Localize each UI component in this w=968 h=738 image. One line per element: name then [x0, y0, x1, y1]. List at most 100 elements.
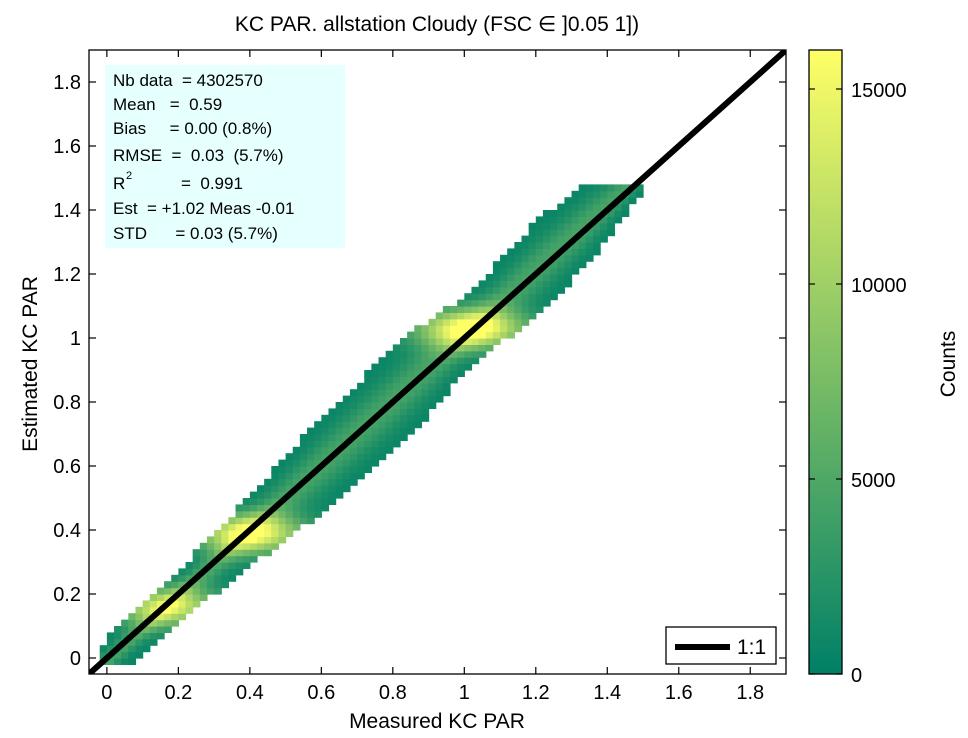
heatmap-cell: [492, 318, 501, 326]
heatmap-cell: [335, 434, 344, 441]
colorbar-tick-label: 0: [851, 665, 862, 687]
heatmap-cell: [471, 306, 480, 313]
heatmap-cell: [385, 363, 394, 371]
heatmap-cell: [235, 542, 244, 550]
heatmap-cell: [414, 363, 423, 371]
stat-fit: Est = +1.02 Meas -0.01: [113, 199, 294, 218]
heatmap-cell: [385, 395, 394, 403]
heatmap-cell: [428, 344, 437, 352]
heatmap-cell: [271, 498, 280, 505]
heatmap-cell: [342, 427, 351, 435]
heatmap-cell: [407, 427, 415, 435]
heatmap-cell: [407, 376, 415, 384]
heatmap-cell: [464, 363, 473, 371]
heatmap-cell: [528, 222, 537, 230]
heatmap-cell: [342, 434, 351, 441]
heatmap-cell: [149, 632, 158, 640]
heatmap-cell: [535, 229, 544, 237]
colorbar-gradient: [809, 50, 842, 674]
heatmap-cell: [399, 370, 408, 377]
heatmap-cell: [299, 491, 308, 499]
heatmap-cell: [256, 542, 265, 550]
heatmap-cell: [399, 402, 408, 409]
heatmap-cell: [435, 325, 444, 333]
heatmap-cell: [578, 222, 587, 230]
heatmap-cell: [357, 453, 365, 461]
heatmap-cell: [507, 280, 515, 288]
heatmap-cell: [335, 402, 344, 409]
heatmap-cell: [478, 312, 487, 320]
heatmap-cell: [399, 395, 408, 403]
heatmap-cell: [407, 350, 415, 358]
heatmap-cell: [371, 363, 380, 371]
heatmap-cell: [478, 350, 487, 358]
heatmap-cell: [349, 446, 358, 454]
heatmap-cell: [314, 498, 322, 505]
heatmap-cell: [185, 587, 194, 595]
heatmap-cell: [414, 414, 423, 422]
heatmap-cell: [592, 222, 601, 230]
heatmap-cell: [614, 184, 623, 192]
heatmap-cell: [128, 626, 137, 633]
heatmap-cell: [264, 542, 272, 550]
heatmap-cell: [428, 402, 437, 409]
heatmap-cell: [500, 331, 508, 339]
heatmap-cell: [571, 254, 580, 262]
heatmap-cell: [600, 222, 608, 230]
heatmap-cell: [557, 286, 565, 294]
heatmap-cell: [307, 459, 315, 467]
heatmap-cell: [571, 210, 580, 217]
heatmap-cell: [264, 530, 272, 537]
heatmap-cell: [414, 338, 423, 345]
heatmap-cell: [457, 331, 465, 339]
heatmap-cell: [206, 555, 215, 563]
heatmap-cell: [557, 267, 565, 275]
heatmap-cell: [328, 459, 337, 467]
y-tick-label: 0.2: [53, 584, 81, 606]
heatmap-cell: [585, 184, 594, 192]
heatmap-cell: [278, 536, 287, 544]
heatmap-cell: [178, 600, 187, 608]
heatmap-cell: [242, 510, 251, 518]
heatmap-cell: [114, 632, 122, 640]
heatmap-cell: [521, 293, 530, 301]
heatmap-cell: [164, 594, 172, 601]
heatmap-cell: [314, 485, 322, 493]
heatmap-cell: [378, 446, 387, 454]
heatmap-cell: [357, 421, 365, 429]
heatmap-cell: [206, 587, 215, 595]
heatmap-cell: [535, 306, 544, 313]
heatmap-cell: [421, 414, 430, 422]
heatmap-cell: [435, 350, 444, 358]
heatmap-cell: [264, 517, 272, 525]
x-tick-label: 0.8: [379, 682, 407, 704]
heatmap-cell: [471, 350, 480, 358]
heatmap-cell: [564, 248, 573, 256]
heatmap-cell: [471, 318, 480, 326]
heatmap-cell: [585, 216, 594, 224]
heatmap-cell: [407, 402, 415, 409]
heatmap-cell: [557, 203, 565, 211]
heatmap-cell: [357, 440, 365, 448]
heatmap-cell: [435, 382, 444, 390]
heatmap-cell: [206, 574, 215, 582]
heatmap-cell: [357, 466, 365, 473]
heatmap-cell: [407, 408, 415, 416]
heatmap-cell: [607, 197, 616, 205]
heatmap-cell: [450, 306, 458, 313]
heatmap-cell: [192, 555, 201, 563]
heatmap-cell: [378, 453, 387, 461]
heatmap-cell: [564, 280, 573, 288]
heatmap-cell: [442, 344, 451, 352]
heatmap-cell: [435, 376, 444, 384]
heatmap-cell: [106, 632, 115, 640]
heatmap-cell: [271, 523, 280, 531]
heatmap-cell: [550, 235, 558, 243]
heatmap-cell: [285, 517, 294, 525]
heatmap-cell: [128, 651, 137, 659]
heatmap-cell: [285, 478, 294, 486]
heatmap-cell: [199, 574, 208, 582]
heatmap-cell: [399, 421, 408, 429]
stat-mean: Mean = 0.59: [113, 95, 222, 114]
heatmap-cell: [414, 350, 423, 358]
